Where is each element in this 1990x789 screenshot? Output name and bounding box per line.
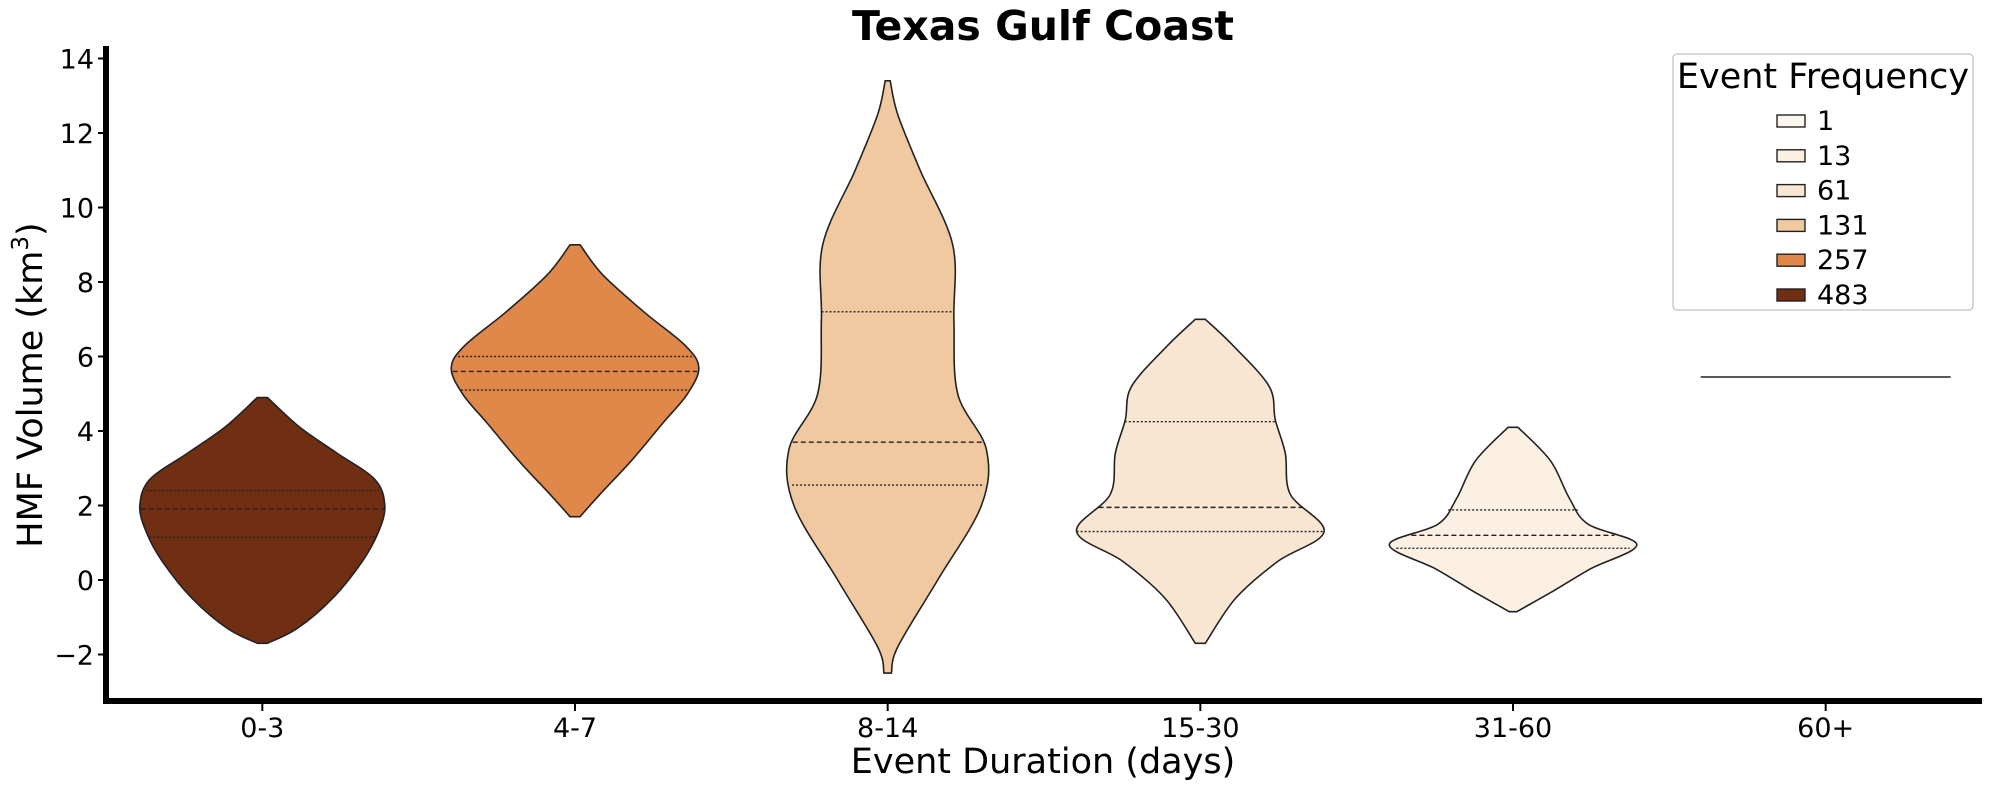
y-tick-label: 14 <box>60 45 94 76</box>
y-tick-label: 4 <box>77 417 94 448</box>
violin-8-14 <box>785 80 990 674</box>
legend-label: 131 <box>1817 210 1869 241</box>
y-axis-label-superscript: 3 <box>8 236 34 251</box>
y-tick-label: 2 <box>77 492 94 523</box>
y-axis-label-close: ) <box>11 222 51 236</box>
legend-swatch <box>1776 253 1806 267</box>
y-tick-label: 10 <box>60 194 94 225</box>
violin-body <box>1388 426 1638 613</box>
axes-layer <box>103 46 1982 704</box>
legend-frame <box>1672 53 1974 311</box>
legend-label: 61 <box>1817 176 1851 207</box>
violin-body <box>138 396 386 645</box>
x-tick-label: 60+ <box>1797 713 1854 744</box>
chart-title: Texas Gulf Coast <box>852 2 1234 50</box>
violin-31-60 <box>1388 426 1638 613</box>
legend-swatch <box>1776 114 1806 128</box>
legend-swatch <box>1776 288 1806 302</box>
x-tick-label: 4-7 <box>553 713 597 744</box>
y-tick-label: 6 <box>77 343 94 374</box>
violin-body <box>1075 318 1325 645</box>
y-tick-label: 0 <box>77 566 94 597</box>
x-tick-label: 15-30 <box>1161 713 1239 744</box>
y-tick-label: −2 <box>54 641 94 672</box>
legend-swatch <box>1776 183 1806 198</box>
legend-swatch <box>1776 149 1806 163</box>
legend-label: 13 <box>1817 141 1851 172</box>
violin-0-3 <box>138 396 386 645</box>
violin-body <box>785 80 990 674</box>
x-tick-label: 0-3 <box>240 713 284 744</box>
violin-body <box>450 244 700 518</box>
x-tick-label: 8-14 <box>857 713 918 744</box>
ticks-layer: −2 0 2 4 6 8 10 12 14 0-3 4-7 8-14 15-30 31-60 60+ <box>54 45 1854 745</box>
legend-swatch <box>1776 218 1806 233</box>
violin-15-30 <box>1075 318 1325 645</box>
x-axis-label: Event Duration (days) <box>851 742 1235 782</box>
y-tick-label: 12 <box>60 119 94 150</box>
y-axis-label: HMF Volume (km3) <box>8 222 51 547</box>
y-axis-label-main: HMF Volume (km <box>11 251 51 548</box>
legend-label: 483 <box>1817 280 1869 311</box>
x-tick-label: 31-60 <box>1474 713 1552 744</box>
violins-layer <box>138 80 1951 674</box>
y-tick-label: 8 <box>77 268 94 299</box>
violin-4-7 <box>450 244 700 518</box>
legend-label: 1 <box>1817 106 1834 137</box>
legend-label: 257 <box>1817 245 1869 276</box>
legend-title: Event Frequency <box>1677 57 1969 97</box>
